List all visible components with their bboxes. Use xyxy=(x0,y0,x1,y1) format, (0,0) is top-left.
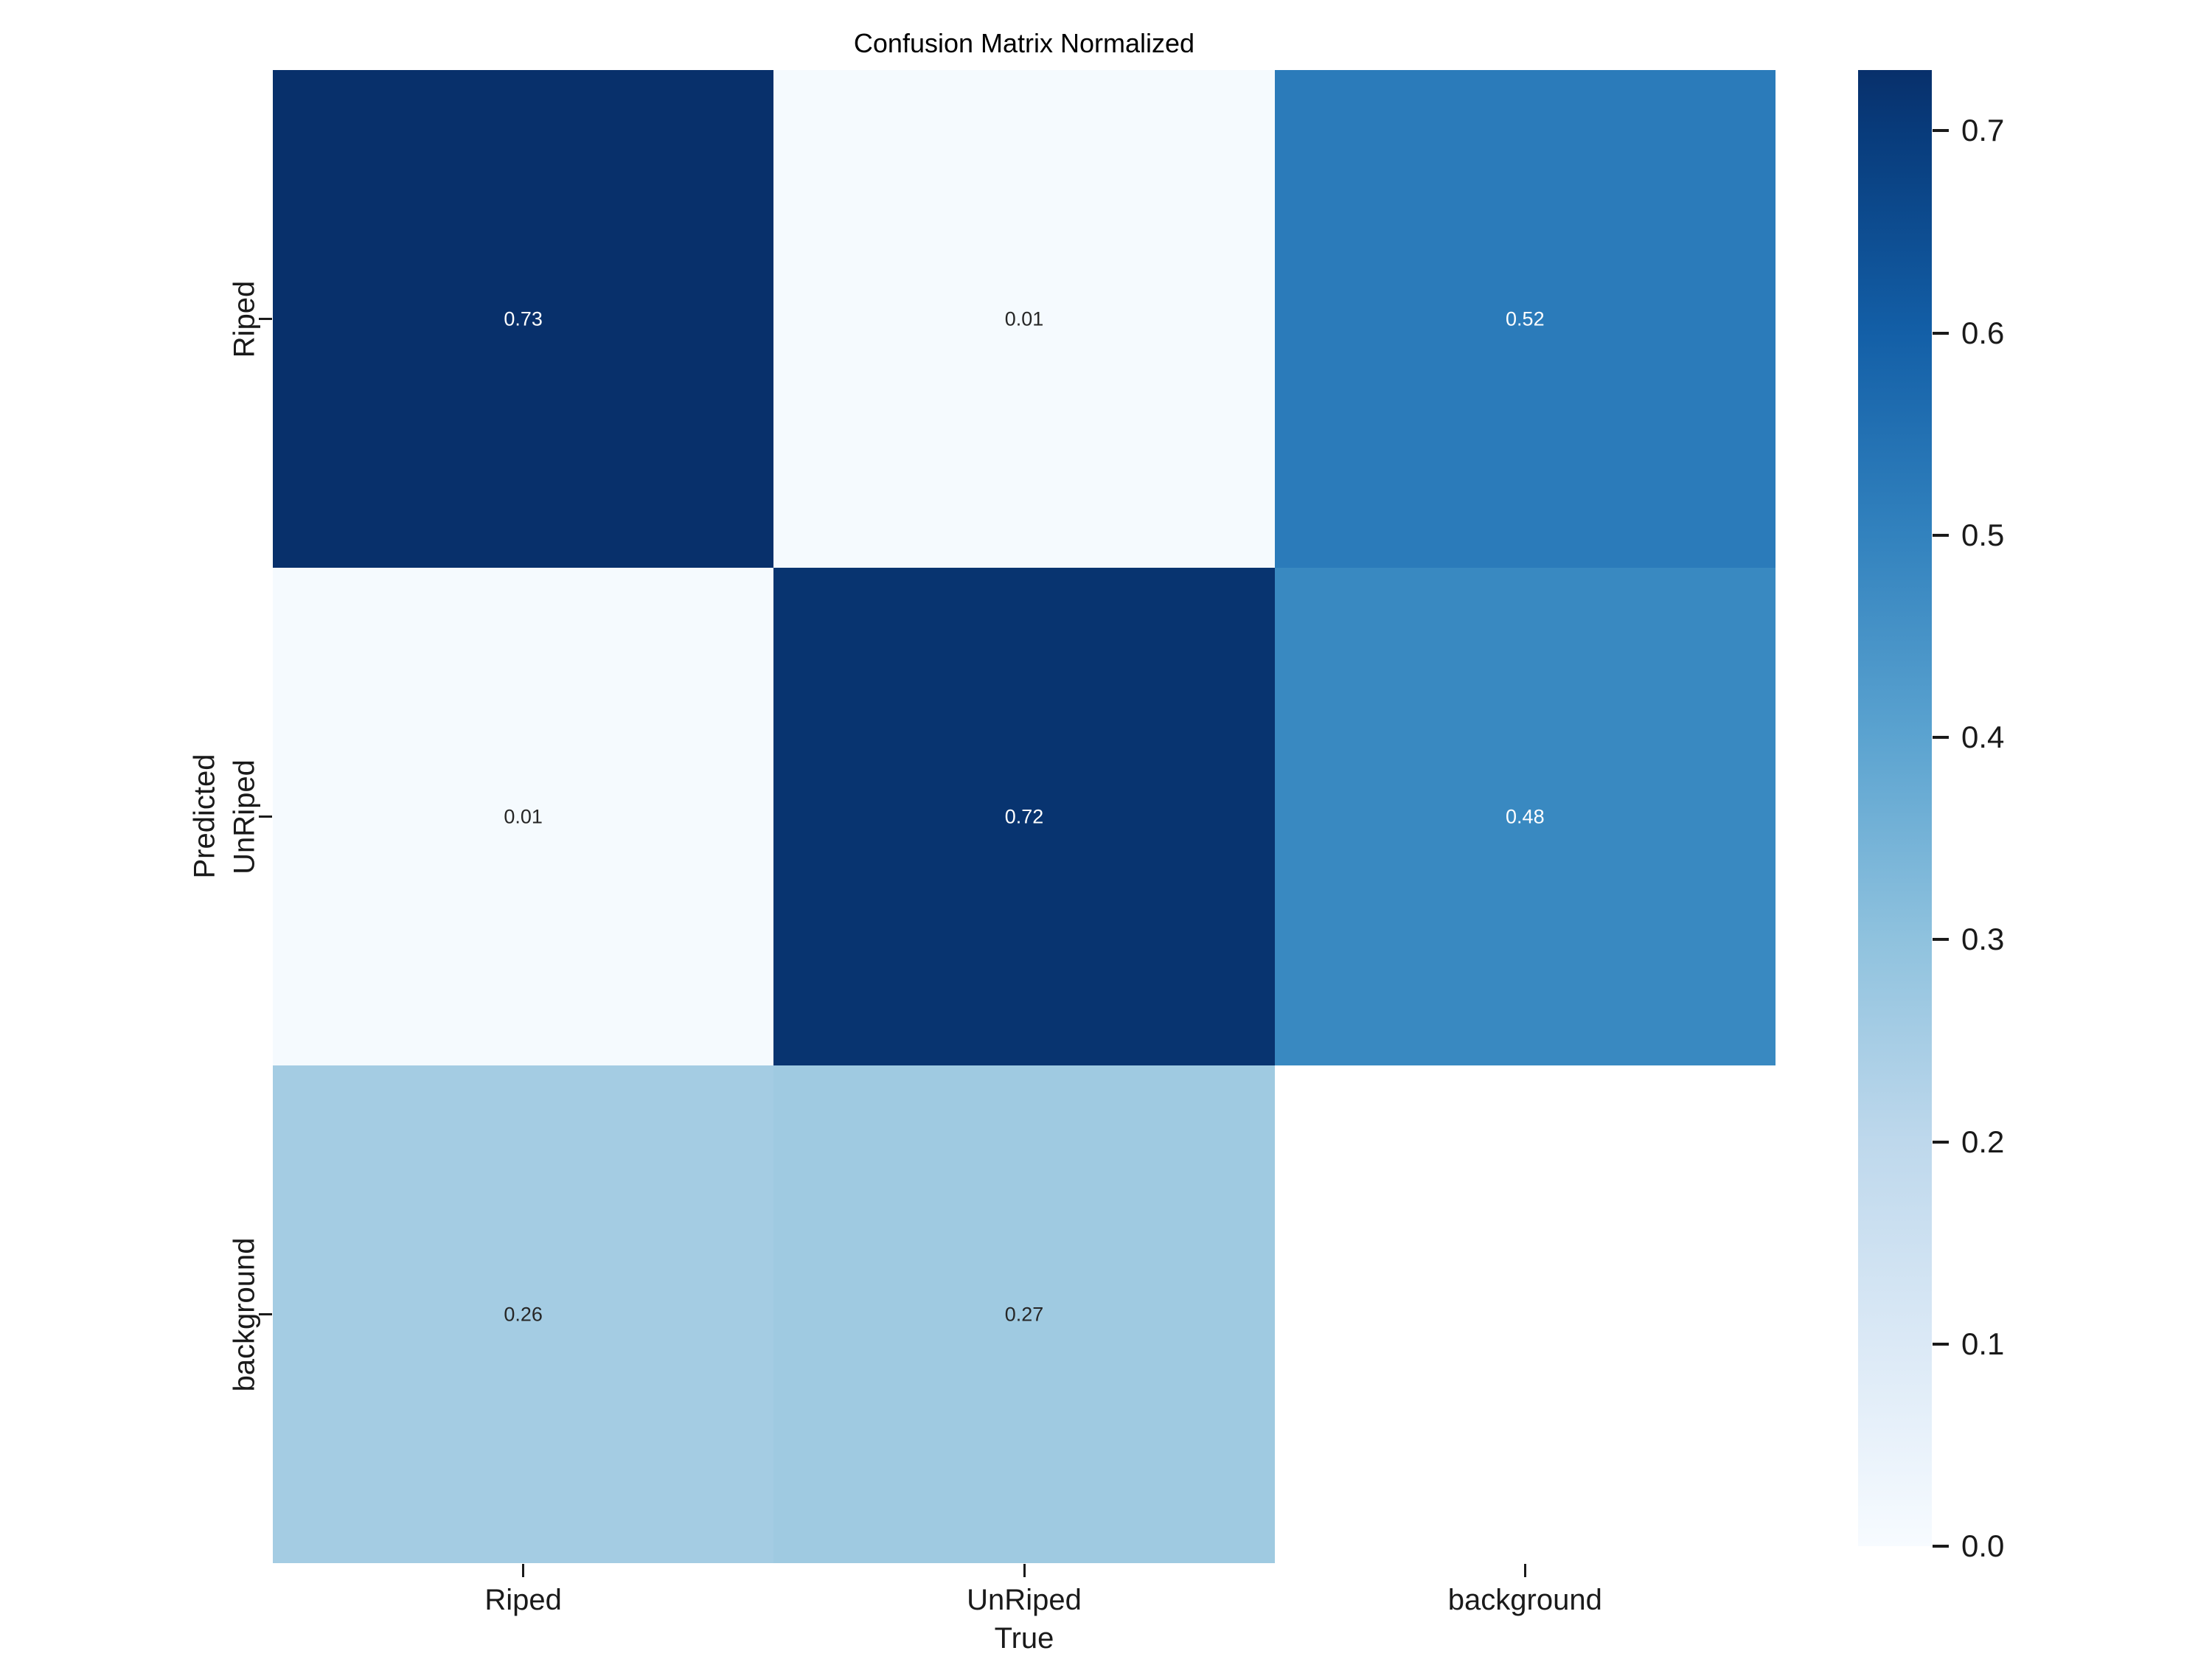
colorbar-tick-label-0.5: 0.5 xyxy=(1961,517,2005,552)
heatmap-grid: 0.73 0.01 0.52 0.01 0.72 0.48 0.26 0.27 xyxy=(273,70,1775,1563)
cell-value: 0.26 xyxy=(504,1303,543,1325)
colorbar-tick-mark xyxy=(1933,1545,1949,1548)
x-tick-mark xyxy=(522,1564,525,1577)
y-tick-mark xyxy=(259,815,272,818)
heatmap-cell-UnRiped-background: 0.48 xyxy=(1274,568,1775,1065)
y-tick-label-UnRiped: UnRiped xyxy=(228,759,261,874)
x-tick-mark xyxy=(1523,1564,1526,1577)
heatmap-cell-UnRiped-UnRiped: 0.72 xyxy=(773,568,1275,1065)
cell-value: 0.52 xyxy=(1506,307,1545,330)
cell-value: 0.01 xyxy=(1004,307,1044,330)
colorbar-tick-mark xyxy=(1933,1140,1949,1144)
colorbar-tick-mark xyxy=(1933,1342,1949,1346)
y-tick-label-Riped: Riped xyxy=(228,280,261,358)
cell-value: 0.73 xyxy=(504,307,543,330)
heatmap-cell-Riped-background: 0.52 xyxy=(1274,70,1775,568)
colorbar-tick-label-0.1: 0.1 xyxy=(1961,1326,2005,1361)
heatmap-cell-Riped-UnRiped: 0.01 xyxy=(773,70,1275,568)
colorbar-tick-mark xyxy=(1933,533,1949,537)
colorbar-tick-mark xyxy=(1933,129,1949,133)
colorbar-tick-mark xyxy=(1933,938,1949,942)
colorbar-tick-mark xyxy=(1933,736,1949,739)
x-axis-label: True xyxy=(994,1622,1054,1655)
heatmap-cell-UnRiped-Riped: 0.01 xyxy=(273,568,774,1065)
heatmap-cell-background-UnRiped: 0.27 xyxy=(773,1065,1275,1563)
x-tick-label-Riped: Riped xyxy=(484,1584,562,1616)
colorbar-tick-label-0.0: 0.0 xyxy=(1961,1528,2005,1563)
cell-value: 0.72 xyxy=(1004,805,1044,827)
x-tick-label-UnRiped: UnRiped xyxy=(967,1584,1082,1616)
cell-value: 0.27 xyxy=(1004,1303,1044,1325)
colorbar-tick-label-0.4: 0.4 xyxy=(1961,720,2005,754)
y-tick-mark xyxy=(259,1313,272,1315)
x-tick-label-background: background xyxy=(1447,1584,1602,1616)
y-tick-label-background: background xyxy=(228,1237,261,1392)
colorbar-tick-label-0.2: 0.2 xyxy=(1961,1124,2005,1159)
cell-value: 0.48 xyxy=(1506,805,1545,827)
x-tick-mark xyxy=(1023,1564,1026,1577)
y-axis-label: Predicted xyxy=(188,754,221,879)
y-tick-mark xyxy=(259,318,272,320)
heatmap-cell-background-background xyxy=(1274,1065,1775,1563)
colorbar-tick-mark xyxy=(1933,331,1949,335)
colorbar-tick-label-0.3: 0.3 xyxy=(1961,922,2005,957)
chart-title: Confusion Matrix Normalized xyxy=(853,28,1195,58)
heatmap-cell-background-Riped: 0.26 xyxy=(273,1065,774,1563)
colorbar-tick-label-0.7: 0.7 xyxy=(1961,113,2005,148)
colorbar xyxy=(1858,70,1932,1546)
cell-value: 0.01 xyxy=(504,805,543,827)
heatmap-cell-Riped-Riped: 0.73 xyxy=(273,70,774,568)
colorbar-tick-label-0.6: 0.6 xyxy=(1961,315,2005,350)
